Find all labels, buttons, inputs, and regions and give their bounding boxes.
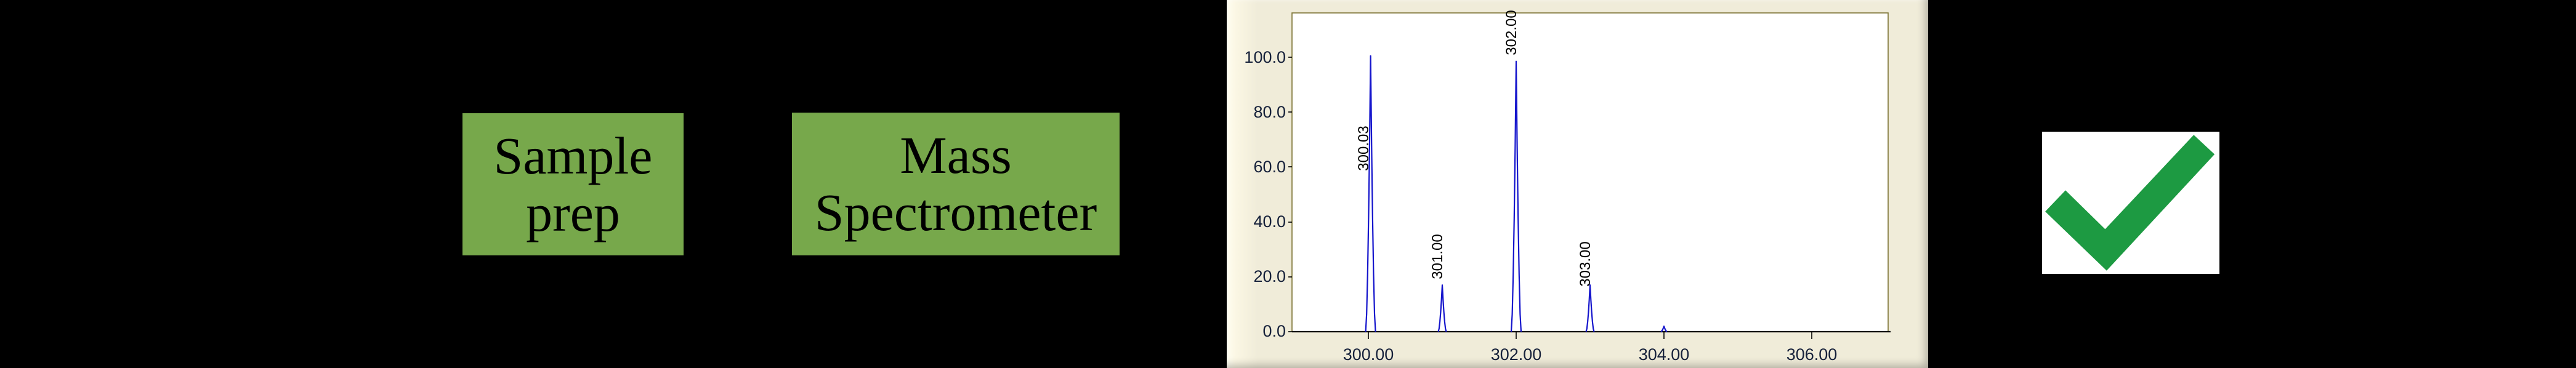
- svg-text:304.00: 304.00: [1639, 345, 1690, 364]
- svg-text:40.0: 40.0: [1253, 212, 1286, 231]
- svg-text:20.0: 20.0: [1253, 267, 1286, 286]
- svg-text:303.00: 303.00: [1577, 241, 1594, 286]
- svg-text:306.00: 306.00: [1787, 345, 1838, 364]
- svg-text:300.00: 300.00: [1343, 345, 1394, 364]
- svg-text:80.0: 80.0: [1253, 103, 1286, 121]
- svg-text:0.0: 0.0: [1262, 322, 1286, 340]
- svg-text:302.00: 302.00: [1503, 10, 1520, 55]
- svg-text:60.0: 60.0: [1253, 158, 1286, 176]
- svg-text:301.00: 301.00: [1429, 234, 1446, 279]
- svg-text:100.0: 100.0: [1244, 48, 1286, 66]
- svg-text:300.03: 300.03: [1355, 126, 1372, 170]
- svg-text:302.00: 302.00: [1491, 345, 1542, 364]
